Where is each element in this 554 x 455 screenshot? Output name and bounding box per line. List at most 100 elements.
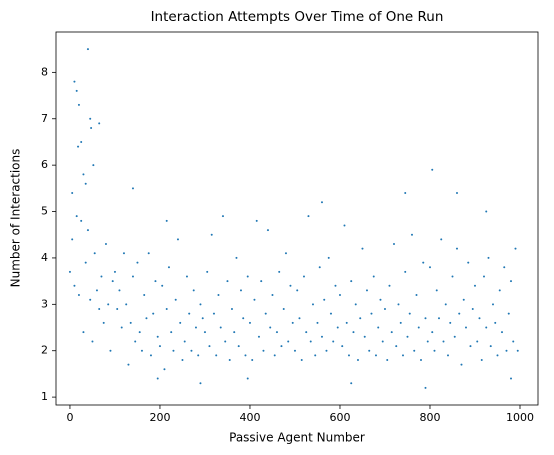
point	[410, 233, 413, 236]
point	[149, 354, 152, 357]
chart-title: Interaction Attempts Over Time of One Ru…	[151, 9, 444, 25]
point	[118, 289, 121, 292]
point	[158, 345, 161, 348]
point	[372, 275, 375, 278]
point	[512, 340, 515, 343]
point	[370, 312, 373, 315]
point	[230, 307, 233, 310]
point	[460, 363, 463, 366]
y-tick-label: 8	[41, 65, 48, 78]
point	[399, 321, 402, 324]
point	[77, 145, 80, 148]
point	[98, 122, 101, 125]
point	[235, 256, 238, 259]
point	[431, 331, 434, 334]
point	[356, 358, 359, 361]
point	[453, 335, 456, 338]
point	[116, 307, 119, 310]
point	[100, 275, 103, 278]
point	[136, 261, 139, 264]
point	[289, 284, 292, 287]
point	[404, 191, 407, 194]
point	[458, 312, 461, 315]
point	[80, 140, 83, 143]
point	[298, 317, 301, 320]
point	[239, 289, 242, 292]
point	[302, 275, 305, 278]
point	[469, 345, 472, 348]
point	[253, 298, 256, 301]
point	[278, 270, 281, 273]
point	[95, 289, 98, 292]
point	[194, 326, 197, 329]
point	[485, 326, 488, 329]
point	[323, 298, 326, 301]
point	[280, 345, 283, 348]
point	[476, 340, 479, 343]
point	[307, 215, 310, 218]
point	[77, 103, 80, 106]
point	[431, 168, 434, 171]
point	[174, 298, 177, 301]
point	[514, 247, 517, 250]
point	[422, 261, 425, 264]
point	[86, 48, 89, 51]
point	[442, 340, 445, 343]
point	[127, 363, 130, 366]
point	[167, 266, 170, 269]
point	[383, 307, 386, 310]
x-tick-label: 0	[66, 411, 73, 424]
point	[262, 349, 265, 352]
point	[199, 382, 202, 385]
point	[327, 256, 330, 259]
point	[208, 345, 211, 348]
point	[131, 275, 134, 278]
point	[73, 80, 76, 83]
point	[455, 247, 458, 250]
point	[368, 349, 371, 352]
y-tick-label: 6	[41, 158, 48, 171]
point	[424, 386, 427, 389]
y-axis-label: Number of Interactions	[9, 149, 23, 288]
point	[161, 284, 164, 287]
point	[73, 284, 76, 287]
point	[68, 270, 71, 273]
point	[388, 284, 391, 287]
point	[111, 280, 114, 283]
point	[336, 326, 339, 329]
point	[487, 256, 490, 259]
point	[489, 345, 492, 348]
point	[143, 294, 146, 297]
point	[246, 275, 249, 278]
point	[287, 340, 290, 343]
point	[449, 321, 452, 324]
point	[509, 377, 512, 380]
point	[480, 358, 483, 361]
point	[455, 191, 458, 194]
point	[417, 326, 420, 329]
point	[140, 349, 143, 352]
y-tick-label: 2	[41, 344, 48, 357]
point	[147, 252, 150, 255]
point	[325, 349, 328, 352]
point	[197, 354, 200, 357]
point	[440, 238, 443, 241]
point	[464, 326, 467, 329]
point	[350, 382, 353, 385]
point	[471, 307, 474, 310]
point	[255, 219, 258, 222]
point	[350, 280, 353, 283]
point	[359, 317, 362, 320]
point	[183, 340, 186, 343]
point	[273, 354, 276, 357]
point	[181, 358, 184, 361]
point	[467, 261, 470, 264]
x-tick-label: 600	[329, 411, 350, 424]
point	[314, 354, 317, 357]
point	[179, 321, 182, 324]
point	[89, 117, 92, 120]
point	[275, 331, 278, 334]
point	[244, 354, 247, 357]
point	[269, 326, 272, 329]
point	[500, 331, 503, 334]
